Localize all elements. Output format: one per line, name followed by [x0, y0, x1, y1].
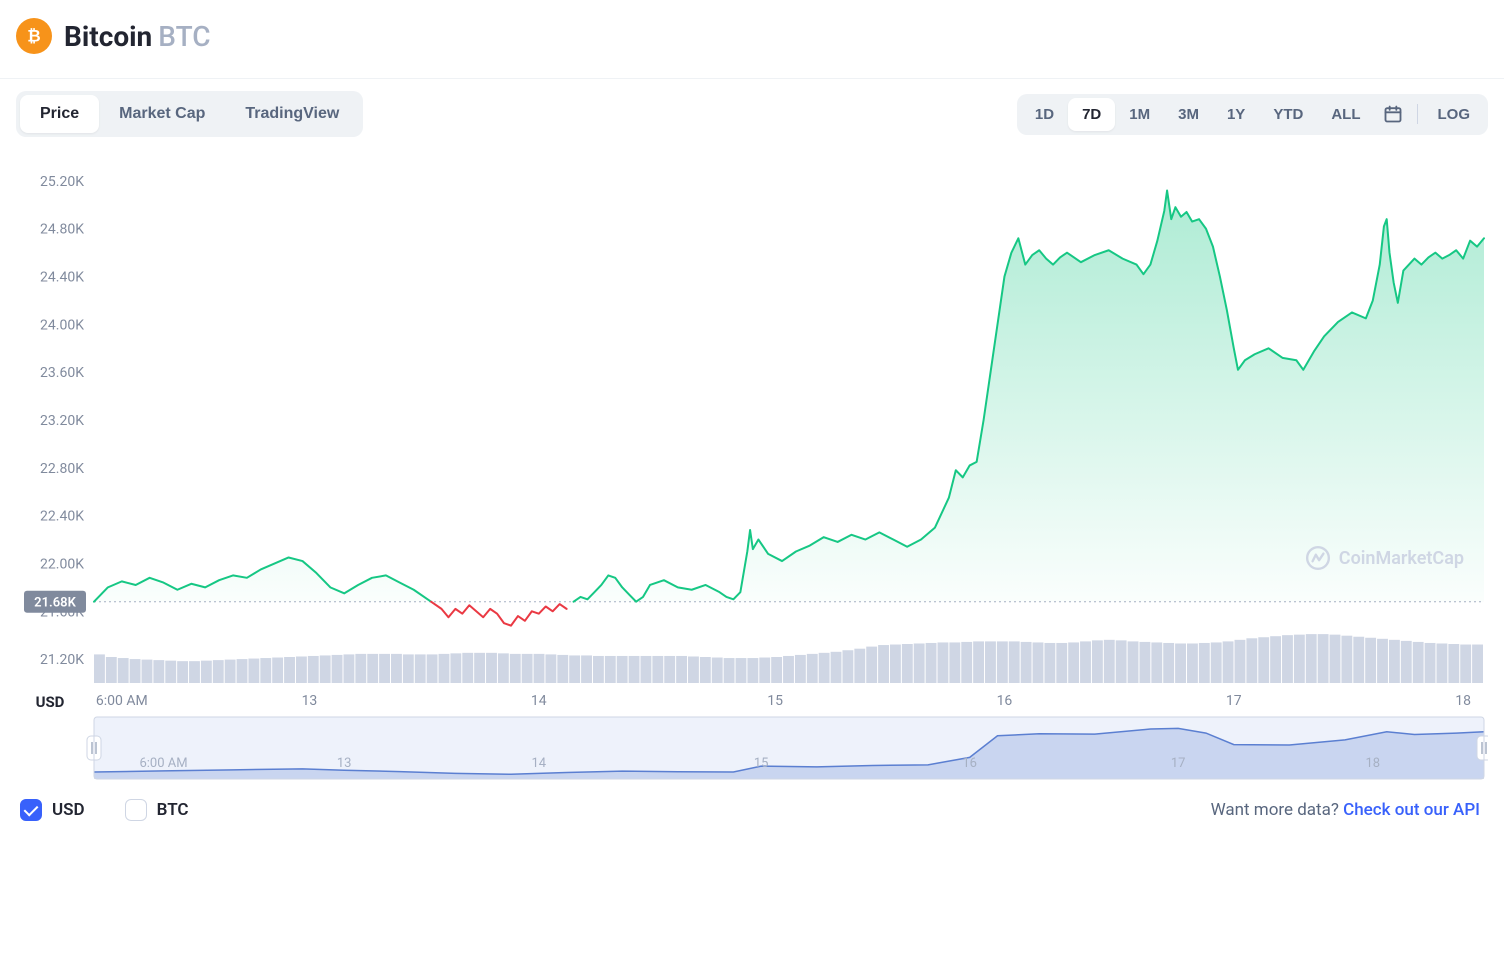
svg-text:24.40K: 24.40K [40, 270, 84, 286]
footer: USD BTC Want more data? Check out our AP… [0, 785, 1504, 839]
view-tabs: PriceMarket CapTradingView [16, 91, 363, 137]
coin-ticker: BTC [158, 20, 210, 53]
svg-text:6:00 AM: 6:00 AM [139, 756, 187, 771]
svg-text:22.40K: 22.40K [40, 509, 84, 525]
legend-usd-label: USD [52, 800, 85, 820]
svg-text:18: 18 [1455, 693, 1471, 709]
svg-text:16: 16 [962, 756, 977, 771]
svg-text:15: 15 [754, 756, 769, 771]
checkbox-btc[interactable] [125, 799, 147, 821]
svg-text:14: 14 [531, 756, 546, 771]
separator [1417, 104, 1418, 124]
svg-text:13: 13 [337, 756, 352, 771]
bitcoin-logo-icon: ₿ [16, 18, 52, 54]
svg-text:18: 18 [1365, 756, 1380, 771]
svg-text:22.80K: 22.80K [40, 461, 84, 477]
navigator-handle-right[interactable] [1477, 736, 1488, 760]
tab-tradingview[interactable]: TradingView [225, 95, 359, 133]
range-1m[interactable]: 1M [1115, 98, 1164, 131]
calendar-icon[interactable] [1375, 98, 1411, 130]
api-prompt: Want more data? Check out our API [1211, 800, 1480, 820]
api-link[interactable]: Check out our API [1343, 800, 1480, 820]
svg-text:21.68K: 21.68K [34, 596, 76, 611]
scale-log-button[interactable]: LOG [1424, 98, 1485, 131]
svg-text:14: 14 [531, 693, 547, 709]
svg-text:16: 16 [997, 693, 1013, 709]
svg-text:21.20K: 21.20K [40, 652, 84, 668]
price-chart[interactable]: 21.20K21.60K22.00K22.40K22.80K23.20K23.6… [16, 153, 1488, 713]
svg-text:25.20K: 25.20K [40, 174, 84, 190]
navigator-chart[interactable]: 6:00 AM 13 14 15 16 17 18 [16, 713, 1488, 785]
legend-btc[interactable]: BTC [125, 799, 189, 821]
tab-market-cap[interactable]: Market Cap [99, 95, 225, 133]
svg-text:24.00K: 24.00K [40, 317, 84, 333]
range-1d[interactable]: 1D [1021, 98, 1068, 131]
controls-bar: PriceMarket CapTradingView 1D7D1M3M1YYTD… [0, 79, 1504, 145]
range-tabs: 1D7D1M3M1YYTDALL LOG [1017, 94, 1488, 135]
svg-text:13: 13 [302, 693, 318, 709]
svg-text:6:00 AM: 6:00 AM [96, 693, 148, 709]
tab-price[interactable]: Price [20, 95, 99, 133]
svg-text:17: 17 [1171, 756, 1186, 771]
svg-text:USD: USD [36, 693, 65, 711]
svg-text:22.00K: 22.00K [40, 556, 84, 572]
checkbox-usd[interactable] [20, 799, 42, 821]
range-7d[interactable]: 7D [1068, 98, 1115, 131]
svg-text:₿: ₿ [27, 27, 40, 45]
svg-text:23.20K: 23.20K [40, 413, 84, 429]
legend-usd[interactable]: USD [20, 799, 85, 821]
legend-btc-label: BTC [157, 800, 189, 820]
chart-container: 21.20K21.60K22.00K22.40K22.80K23.20K23.6… [0, 145, 1504, 785]
header: ₿ Bitcoin BTC [0, 0, 1504, 79]
range-ytd[interactable]: YTD [1259, 98, 1317, 131]
svg-text:15: 15 [767, 693, 783, 709]
legend: USD BTC [20, 799, 189, 821]
svg-text:23.60K: 23.60K [40, 365, 84, 381]
range-all[interactable]: ALL [1317, 98, 1374, 131]
svg-text:24.80K: 24.80K [40, 222, 84, 238]
coin-name: Bitcoin [64, 20, 152, 53]
svg-text:17: 17 [1226, 693, 1242, 709]
range-3m[interactable]: 3M [1164, 98, 1213, 131]
range-1y[interactable]: 1Y [1213, 98, 1259, 131]
